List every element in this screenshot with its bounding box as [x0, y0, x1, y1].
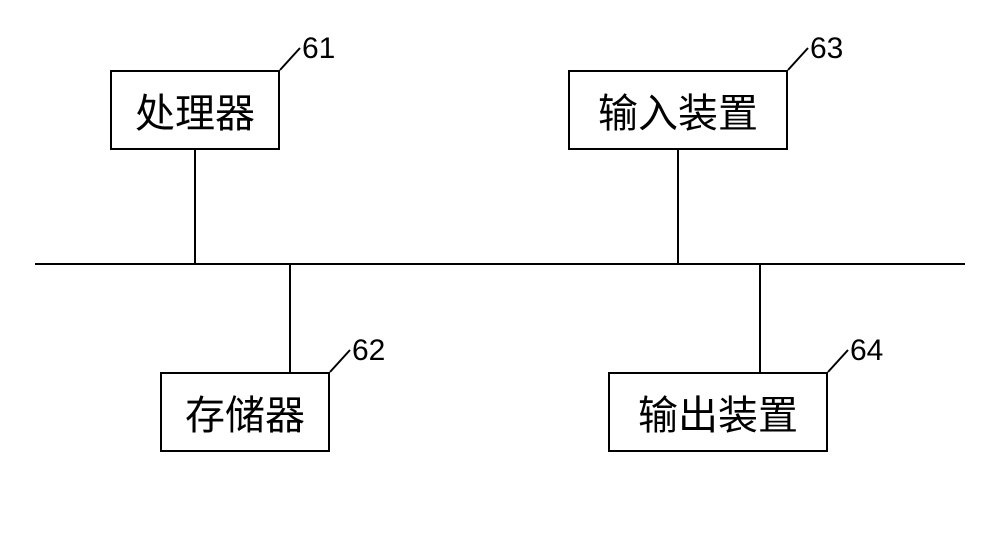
node-memory: 存储器 — [160, 372, 330, 452]
ref-63: 63 — [810, 32, 843, 66]
block-bus-diagram: 处理器 61 存储器 62 输入装置 63 输出装置 64 — [0, 0, 1000, 528]
node-processor: 处理器 — [110, 70, 280, 150]
node-output-device-text: 输出装置 — [638, 383, 798, 441]
node-output-device: 输出装置 — [608, 372, 828, 452]
tick-61 — [280, 48, 300, 70]
node-input-device: 输入装置 — [568, 70, 788, 150]
node-processor-text: 处理器 — [135, 81, 255, 139]
ref-61: 61 — [302, 32, 335, 66]
ref-64: 64 — [850, 334, 883, 368]
tick-62 — [330, 350, 350, 372]
tick-63 — [788, 48, 808, 70]
ref-62: 62 — [352, 334, 385, 368]
tick-64 — [828, 350, 848, 372]
node-memory-text: 存储器 — [185, 383, 305, 441]
node-input-device-text: 输入装置 — [598, 81, 758, 139]
